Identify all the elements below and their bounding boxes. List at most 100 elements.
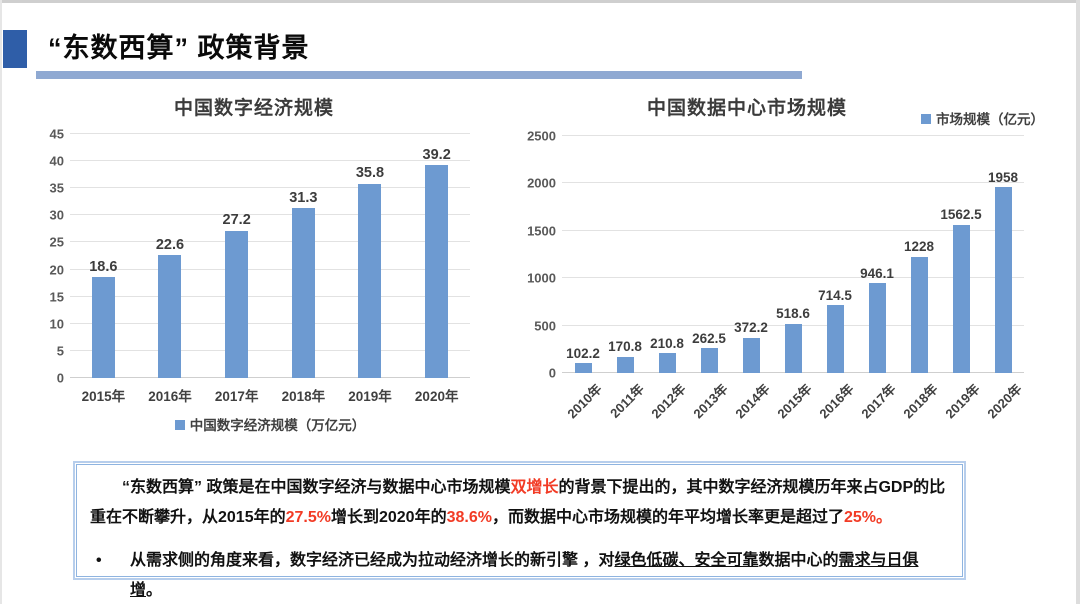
y-axis-tick: 5 — [56, 343, 64, 359]
bar-column: 372.2 — [730, 136, 772, 373]
x-axis-label: 2012年 — [648, 381, 689, 422]
y-axis-tick: 1000 — [527, 270, 556, 286]
bar — [91, 277, 115, 378]
bar-value-label: 18.6 — [89, 258, 118, 275]
bar-value-label: 22.6 — [155, 236, 185, 253]
legend-marker-icon — [921, 114, 931, 125]
x-axis-label: 2015年 — [774, 381, 815, 422]
bar-column: 946.1 — [856, 136, 898, 373]
y-axis-tick: 500 — [534, 318, 556, 334]
bar — [358, 183, 382, 378]
bar — [826, 305, 844, 373]
y-axis-tick: 1500 — [527, 223, 556, 239]
bar-value-label: 372.2 — [734, 320, 768, 336]
bar-column: 714.5 — [814, 136, 856, 373]
bar — [742, 337, 760, 373]
bar-value-label: 39.2 — [422, 146, 451, 163]
bar — [616, 356, 634, 373]
bar-column: 1958 — [982, 136, 1024, 373]
x-axis-label: 2015年 — [81, 389, 126, 404]
legend-label: 市场规模（亿元） — [936, 112, 1044, 127]
bar-value-label: 31.3 — [289, 189, 318, 206]
legend-label: 中国数字经济规模（万亿元） — [189, 418, 366, 433]
chart-title: 中国数据中心市场规模 — [646, 98, 847, 119]
gridline — [70, 160, 470, 162]
x-axis-label: 2016年 — [148, 389, 192, 404]
bar — [910, 256, 928, 373]
gridline — [70, 241, 470, 243]
highlighted-text: 25%。 — [843, 509, 893, 526]
note-text: 数据中心的 — [758, 552, 839, 569]
bar-value-label: 210.8 — [650, 335, 684, 351]
gridline — [70, 295, 470, 297]
highlighted-text: 双增长 — [510, 479, 559, 496]
note-text: 。 — [146, 582, 163, 599]
policy-note-inner: “东数西算” 政策是在中国数字经济与数据中心市场规模双增长的背景下提出的，其中数… — [76, 464, 963, 599]
bar-value-label: 262.5 — [692, 330, 726, 346]
title-accent-square — [3, 30, 27, 68]
underlined-text: 绿色低碳、安全可靠 — [614, 552, 759, 569]
bar-value-label: 1562.5 — [940, 207, 982, 223]
highlighted-text: 38.6% — [446, 509, 492, 526]
bullet-icon: • — [96, 552, 102, 569]
bar — [868, 283, 886, 373]
demand-bullet-text: 从需求侧的角度来看，数字经济已经成为拉动经济增长的新引擎 ，对绿色低碳、安全可靠… — [130, 546, 949, 606]
bar-value-label: 27.2 — [222, 212, 251, 229]
bar-column: 22.6 — [137, 134, 204, 378]
bar-column: 1228 — [898, 136, 940, 373]
chart-legend: 市场规模（亿元） — [921, 108, 1044, 128]
gridline — [70, 322, 470, 324]
bar-column: 262.5 — [688, 136, 730, 373]
bar — [574, 363, 592, 373]
data-center-market-chart: 中国数据中心市场规模 市场规模（亿元） 0 500 1000 1500 2000 2500… — [518, 93, 1046, 431]
x-axis-label: 2018年 — [900, 381, 941, 422]
gridline — [70, 214, 470, 216]
y-axis-tick: 25 — [49, 234, 64, 250]
gridline — [70, 133, 470, 134]
chart-plot-area: 0 5 10 15 20 25 30 35 40 45 18.6 22.6 27.2 31.3 35.8 39… — [50, 128, 470, 385]
bar-value-label: 946.1 — [860, 265, 894, 281]
underlined-text: 需求与日俱增 — [130, 552, 919, 599]
gridline — [70, 268, 470, 270]
bar — [291, 208, 315, 378]
bar-value-label: 35.8 — [355, 165, 385, 182]
y-axis-tick: 30 — [49, 207, 64, 223]
bar — [952, 224, 970, 373]
y-axis-tick: 45 — [49, 126, 64, 142]
title-underline-bar — [36, 71, 802, 79]
gridline — [562, 229, 1024, 231]
policy-note-box: “东数西算” 政策是在中国数字经济与数据中心市场规模双增长的背景下提出的，其中数… — [73, 461, 966, 599]
window-left-edge — [0, 0, 2, 604]
window-top-edge — [0, 0, 1080, 3]
bar-value-label: 714.5 — [818, 287, 852, 303]
bar — [158, 255, 182, 378]
x-axis-label: 2019年 — [942, 381, 983, 422]
bar — [658, 353, 676, 373]
gridline — [562, 182, 1024, 184]
x-axis-label: 2011年 — [606, 381, 647, 421]
y-axis-tick: 0 — [56, 370, 64, 386]
bar-value-label: 1958 — [987, 169, 1019, 185]
y-axis-tick: 40 — [49, 153, 64, 169]
bar — [784, 323, 802, 373]
bar-column: 1562.5 — [940, 136, 982, 373]
y-axis-tick: 0 — [548, 365, 556, 381]
bar-value-label: 170.8 — [608, 339, 642, 355]
demand-bullet-line: • 从需求侧的角度来看，数字经济已经成为拉动经济增长的新引擎 ，对绿色低碳、安全… — [90, 546, 949, 606]
bar — [700, 348, 718, 373]
bar-column: 170.8 — [604, 136, 646, 373]
y-axis-tick: 20 — [49, 262, 64, 278]
y-axis-tick: 15 — [49, 289, 64, 305]
bar-column: 18.6 — [70, 134, 137, 378]
x-axis-label: 2014年 — [732, 381, 773, 422]
y-axis-tick: 35 — [49, 180, 64, 196]
gridline — [70, 349, 470, 351]
bar-value-label: 1228 — [903, 239, 935, 255]
x-axis-label: 2017年 — [858, 381, 899, 422]
x-axis-line — [70, 377, 470, 378]
y-axis-tick: 2500 — [527, 128, 556, 144]
x-axis-label: 2017年 — [214, 389, 259, 404]
x-axis-label: 2018年 — [281, 389, 326, 404]
x-axis-label: 2016年 — [816, 381, 857, 422]
gridline — [70, 187, 470, 189]
